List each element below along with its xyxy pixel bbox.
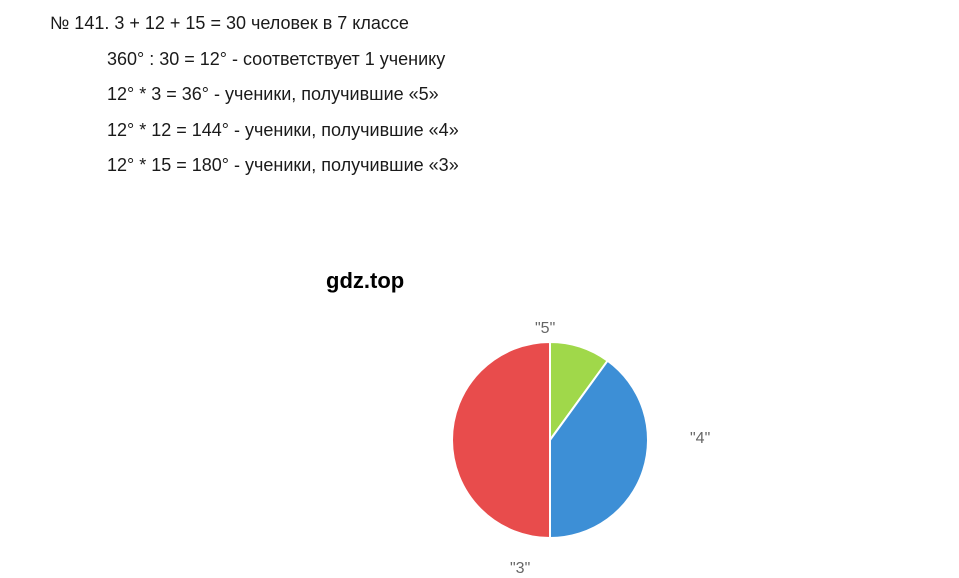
line1-text: 3 + 12 + 15 = 30 человек в 7 классе — [114, 13, 409, 33]
pie-chart-container: "5" "4" "3" — [400, 310, 750, 555]
watermark: gdz.top — [326, 268, 404, 294]
problem-line-3: 12° * 3 = 36° - ученики, получившие «5» — [107, 79, 909, 110]
problem-line-2: 360° : 30 = 12° - соответствует 1 ученик… — [107, 44, 909, 75]
slice-label-4: "4" — [690, 430, 710, 448]
problem-line-5: 12° * 15 = 180° - ученики, получившие «3… — [107, 150, 909, 181]
problem-text: № 141. 3 + 12 + 15 = 30 человек в 7 клас… — [0, 0, 959, 181]
slice-label-5: "5" — [535, 320, 555, 338]
problem-number: № 141. — [50, 13, 109, 33]
pie-slice — [452, 342, 550, 538]
slice-label-3: "3" — [510, 560, 530, 578]
problem-line-1: № 141. 3 + 12 + 15 = 30 человек в 7 клас… — [50, 8, 909, 39]
pie-chart-svg — [450, 340, 650, 540]
problem-line-4: 12° * 12 = 144° - ученики, получившие «4… — [107, 115, 909, 146]
